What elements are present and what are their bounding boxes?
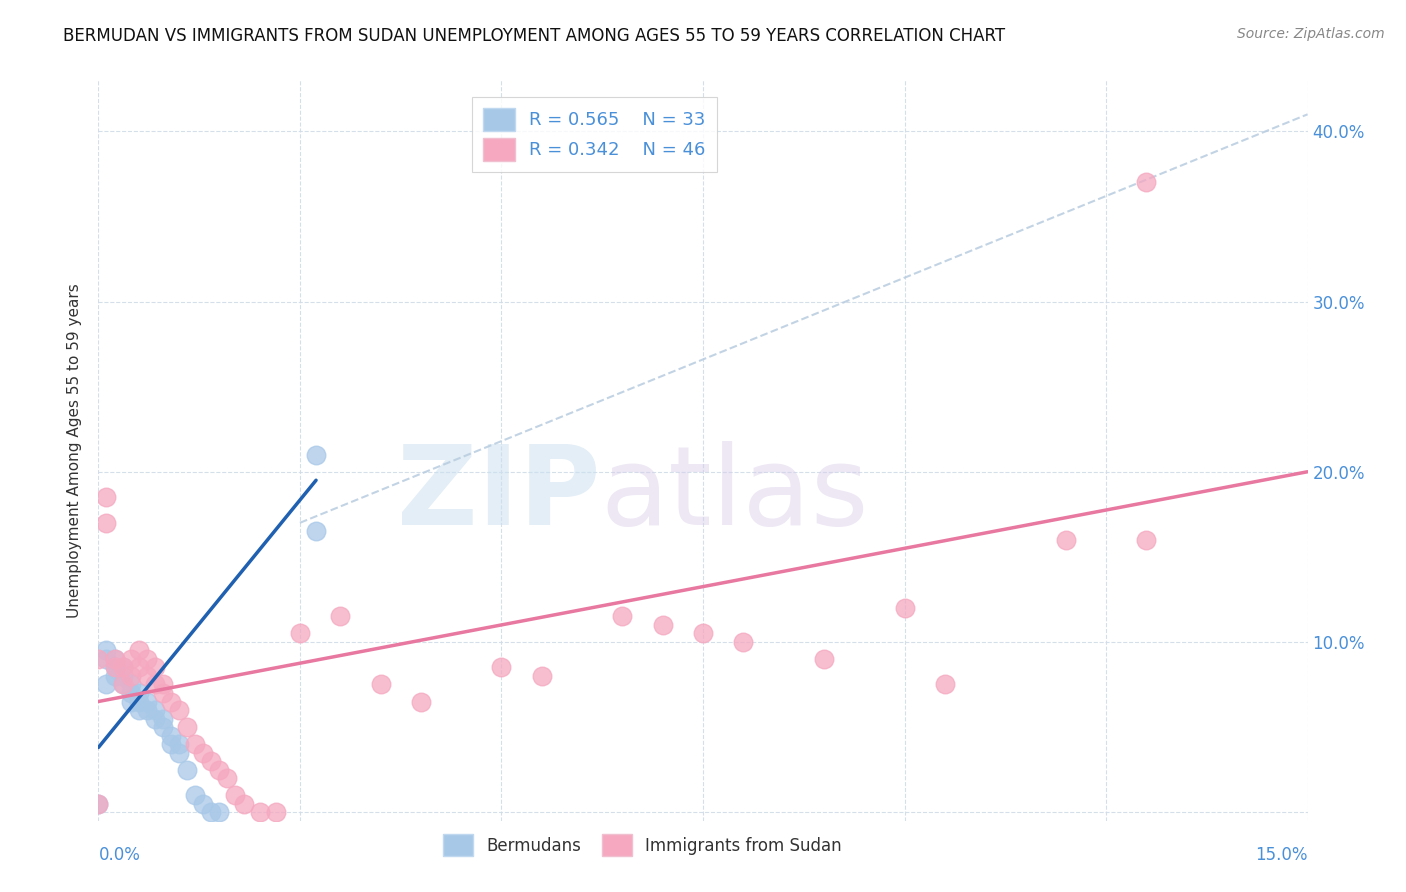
Legend: Bermudans, Immigrants from Sudan: Bermudans, Immigrants from Sudan — [434, 826, 851, 864]
Point — [208, 805, 231, 819]
Point — [612, 609, 634, 624]
Point — [813, 652, 835, 666]
Point — [893, 600, 915, 615]
Point — [96, 643, 118, 657]
Point — [249, 805, 271, 819]
Point — [193, 746, 215, 760]
Point — [152, 677, 174, 691]
Point — [167, 737, 190, 751]
Point — [143, 712, 166, 726]
Point — [135, 652, 157, 666]
Point — [200, 805, 222, 819]
Point — [160, 737, 183, 751]
Point — [176, 720, 198, 734]
Point — [103, 660, 125, 674]
Point — [135, 703, 157, 717]
Point — [87, 797, 110, 811]
Point — [96, 652, 118, 666]
Point — [111, 677, 134, 691]
Point — [651, 618, 673, 632]
Point — [111, 660, 134, 674]
Point — [120, 694, 142, 708]
Point — [1135, 175, 1157, 189]
Point — [232, 797, 254, 811]
Point — [111, 660, 134, 674]
Point — [111, 677, 134, 691]
Point — [370, 677, 392, 691]
Point — [305, 448, 328, 462]
Point — [143, 660, 166, 674]
Point — [208, 763, 231, 777]
Point — [1135, 533, 1157, 547]
Point — [96, 677, 118, 691]
Point — [152, 712, 174, 726]
Text: 15.0%: 15.0% — [1256, 847, 1308, 864]
Point — [1054, 533, 1077, 547]
Point — [143, 703, 166, 717]
Point — [733, 635, 755, 649]
Point — [530, 669, 553, 683]
Point — [184, 737, 207, 751]
Point — [128, 643, 150, 657]
Point — [128, 694, 150, 708]
Text: atlas: atlas — [600, 442, 869, 549]
Point — [409, 694, 432, 708]
Point — [200, 754, 222, 768]
Y-axis label: Unemployment Among Ages 55 to 59 years: Unemployment Among Ages 55 to 59 years — [67, 283, 83, 618]
Text: ZIP: ZIP — [396, 442, 600, 549]
Point — [143, 677, 166, 691]
Point — [264, 805, 287, 819]
Point — [152, 720, 174, 734]
Point — [329, 609, 352, 624]
Point — [152, 686, 174, 700]
Point — [87, 652, 110, 666]
Point — [120, 686, 142, 700]
Point — [224, 788, 246, 802]
Point — [103, 652, 125, 666]
Point — [193, 797, 215, 811]
Point — [87, 797, 110, 811]
Point — [96, 516, 118, 530]
Point — [184, 788, 207, 802]
Text: BERMUDAN VS IMMIGRANTS FROM SUDAN UNEMPLOYMENT AMONG AGES 55 TO 59 YEARS CORRELA: BERMUDAN VS IMMIGRANTS FROM SUDAN UNEMPL… — [63, 27, 1005, 45]
Text: 0.0%: 0.0% — [98, 847, 141, 864]
Point — [167, 703, 190, 717]
Point — [491, 660, 513, 674]
Point — [120, 677, 142, 691]
Point — [135, 694, 157, 708]
Point — [103, 652, 125, 666]
Point — [135, 669, 157, 683]
Point — [128, 703, 150, 717]
Text: Source: ZipAtlas.com: Source: ZipAtlas.com — [1237, 27, 1385, 41]
Point — [160, 694, 183, 708]
Point — [120, 652, 142, 666]
Point — [934, 677, 956, 691]
Point — [103, 660, 125, 674]
Point — [176, 763, 198, 777]
Point — [96, 490, 118, 504]
Point — [288, 626, 311, 640]
Point — [128, 660, 150, 674]
Point — [111, 669, 134, 683]
Point — [692, 626, 714, 640]
Point — [120, 669, 142, 683]
Point — [160, 729, 183, 743]
Point — [167, 746, 190, 760]
Point — [103, 669, 125, 683]
Point — [305, 524, 328, 539]
Point — [128, 686, 150, 700]
Point — [217, 771, 239, 785]
